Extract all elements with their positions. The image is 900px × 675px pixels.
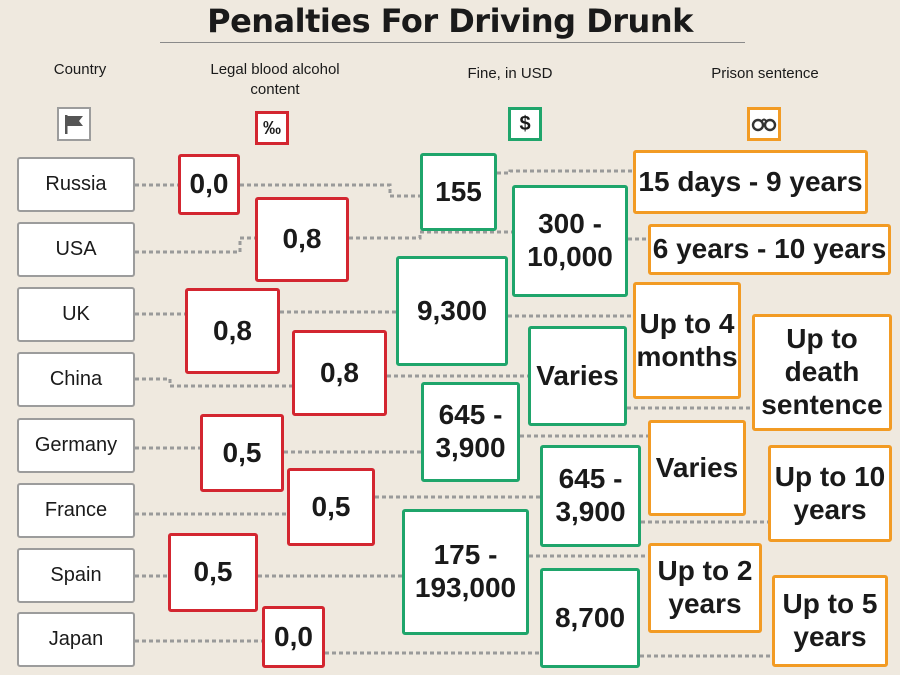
prison-cell-russia: 15 days - 9 years (633, 150, 868, 214)
permille-icon: ‰ (255, 111, 289, 145)
prison-cell-japan: Up to 5 years (772, 575, 888, 667)
header-prison: Prison sentence (711, 65, 819, 82)
fine-cell-russia: 155 (420, 153, 497, 231)
page-title: Penalties For Driving Drunk (207, 2, 693, 40)
bac-cell-japan: 0,0 (262, 606, 325, 668)
prison-cell-germany: Varies (648, 420, 746, 516)
prison-cell-china: Up to death sentence (752, 314, 892, 431)
prison-cell-france: Up to 10 years (768, 445, 892, 542)
handcuffs-icon (747, 107, 781, 141)
bac-cell-usa: 0,8 (255, 197, 349, 282)
prison-cell-usa: 6 years - 10 years (648, 224, 891, 275)
fine-cell-france: 645 - 3,900 (540, 445, 641, 547)
fine-cell-uk: 9,300 (396, 256, 508, 366)
header-fine: Fine, in USD (467, 65, 553, 82)
bac-cell-spain: 0,5 (168, 533, 258, 612)
fine-cell-china: Varies (528, 326, 627, 426)
country-cell-usa: USA (17, 222, 135, 277)
bac-cell-russia: 0,0 (178, 154, 240, 215)
country-cell-russia: Russia (17, 157, 135, 212)
country-cell-france: France (17, 483, 135, 538)
prison-cell-uk: Up to 4 months (633, 282, 741, 399)
country-cell-germany: Germany (17, 418, 135, 473)
bac-cell-uk: 0,8 (185, 288, 280, 374)
fine-cell-japan: 8,700 (540, 568, 640, 668)
bac-cell-china: 0,8 (292, 330, 387, 416)
bac-cell-france: 0,5 (287, 468, 375, 546)
fine-cell-usa: 300 - 10,000 (512, 185, 628, 297)
bac-cell-germany: 0,5 (200, 414, 284, 492)
country-cell-spain: Spain (17, 548, 135, 603)
dollar-icon: $ (508, 107, 542, 141)
header-country: Country (53, 61, 107, 78)
fine-cell-spain: 175 - 193,000 (402, 509, 529, 635)
country-cell-japan: Japan (17, 612, 135, 667)
header-bac: Legal blood alcohol content (210, 61, 340, 98)
country-cell-china: China (17, 352, 135, 407)
prison-cell-spain: Up to 2 years (648, 543, 762, 633)
fine-cell-germany: 645 - 3,900 (421, 382, 520, 482)
title-divider (160, 42, 745, 43)
flag-icon (57, 107, 91, 141)
country-cell-uk: UK (17, 287, 135, 342)
